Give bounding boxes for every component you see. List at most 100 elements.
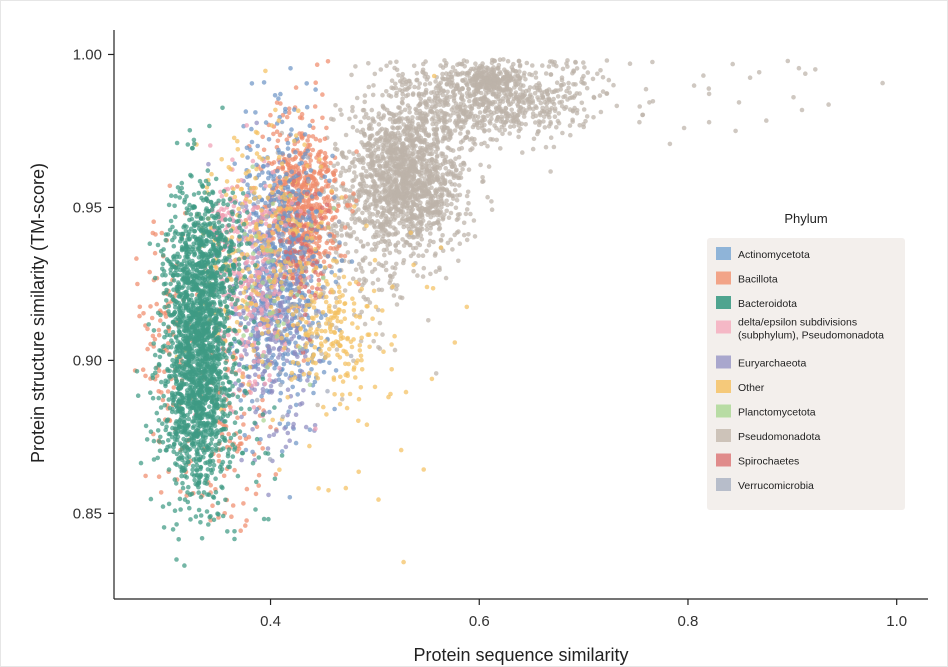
scatter-point: [492, 123, 497, 128]
scatter-point: [325, 221, 331, 226]
scatter-point: [478, 90, 484, 96]
scatter-point: [531, 85, 537, 90]
scatter-point: [419, 170, 425, 176]
scatter-point: [527, 71, 532, 77]
scatter-point: [261, 163, 266, 169]
scatter-point: [267, 433, 272, 439]
scatter-point: [381, 210, 386, 216]
scatter-point: [229, 514, 234, 519]
scatter-point: [260, 397, 265, 403]
scatter-point: [282, 345, 287, 351]
scatter-point: [397, 125, 403, 130]
scatter-point: [260, 446, 266, 451]
scatter-point: [259, 307, 264, 312]
scatter-point: [393, 232, 398, 237]
scatter-point: [373, 147, 378, 153]
scatter-point: [344, 231, 350, 236]
scatter-point: [563, 104, 569, 110]
scatter-point: [396, 72, 401, 78]
scatter-point: [556, 111, 562, 116]
scatter-point: [399, 295, 405, 301]
scatter-point: [429, 147, 434, 153]
scatter-point: [305, 378, 310, 383]
scatter-point: [263, 200, 268, 206]
scatter-point: [395, 117, 401, 123]
scatter-point: [581, 122, 586, 127]
scatter-point: [254, 205, 260, 211]
scatter-point: [393, 248, 399, 253]
scatter-point: [345, 203, 351, 209]
scatter-point: [384, 89, 389, 94]
scatter-point: [374, 140, 380, 145]
scatter-point: [456, 183, 462, 188]
scatter-point: [555, 94, 561, 99]
scatter-point: [241, 501, 246, 506]
scatter-point: [426, 318, 431, 323]
scatter-point: [537, 111, 543, 116]
scatter-point: [428, 175, 434, 180]
scatter-point: [149, 315, 155, 321]
scatter-point: [260, 371, 266, 377]
scatter-point: [803, 71, 808, 76]
scatter-point: [283, 372, 289, 377]
scatter-point: [326, 198, 332, 203]
scatter-point: [414, 71, 420, 76]
scatter-point: [419, 187, 425, 193]
scatter-point: [295, 354, 300, 360]
scatter-point: [317, 157, 322, 162]
scatter-point: [432, 221, 437, 226]
scatter-point: [614, 103, 620, 109]
scatter-point: [756, 70, 762, 75]
scatter-point: [369, 107, 375, 113]
scatter-point: [316, 224, 321, 230]
scatter-point: [425, 201, 430, 207]
scatter-point: [456, 229, 461, 234]
scatter-point: [419, 139, 425, 144]
scatter-point: [404, 180, 409, 186]
scatter-point: [337, 240, 342, 245]
scatter-point: [260, 258, 266, 264]
scatter-point: [292, 107, 297, 112]
scatter-point: [420, 118, 425, 124]
scatter-point: [416, 85, 421, 90]
scatter-point: [544, 105, 549, 111]
scatter-point: [293, 154, 299, 160]
scatter-point: [549, 105, 554, 111]
scatter-point: [449, 74, 454, 79]
scatter-point: [305, 148, 311, 154]
scatter-point: [253, 409, 258, 415]
scatter-point: [637, 119, 642, 125]
scatter-point: [427, 109, 433, 114]
scatter-point: [574, 66, 580, 71]
scatter-point: [309, 367, 314, 372]
scatter-point: [421, 152, 427, 158]
scatter-point: [495, 65, 501, 71]
scatter-point: [301, 388, 306, 393]
scatter-point: [367, 261, 373, 267]
scatter-point: [445, 240, 451, 246]
series-pseudomonadota: [257, 57, 885, 408]
scatter-point: [284, 314, 290, 320]
scatter-point: [258, 183, 264, 188]
scatter-point: [274, 428, 279, 434]
scatter-point: [360, 244, 366, 249]
scatter-point: [386, 238, 392, 244]
scatter-point: [352, 170, 357, 175]
scatter-point: [360, 269, 365, 274]
scatter-point: [435, 140, 441, 145]
scatter-point: [429, 204, 435, 209]
scatter-point: [427, 96, 432, 102]
scatter-point: [284, 287, 289, 293]
scatter-point: [313, 87, 318, 92]
scatter-point: [250, 158, 256, 164]
scatter-point: [288, 132, 293, 137]
scatter-point: [307, 123, 313, 128]
scatter-point: [474, 76, 479, 82]
scatter-point: [383, 130, 388, 136]
scatter-point: [395, 130, 401, 135]
scatter-point: [455, 212, 461, 217]
scatter-point: [405, 224, 410, 229]
scatter-point: [273, 210, 278, 216]
scatter-point: [439, 191, 445, 196]
scatter-point: [360, 210, 365, 216]
